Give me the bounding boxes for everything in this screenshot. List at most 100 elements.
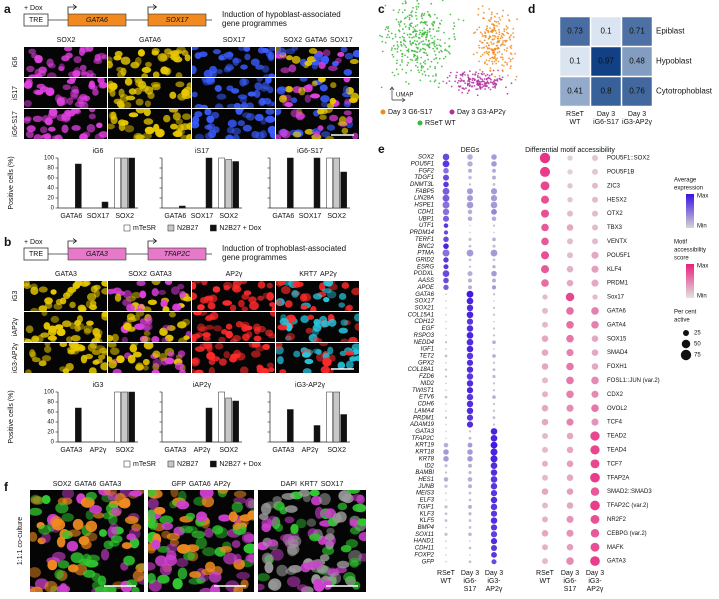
- dot: [467, 216, 473, 222]
- cell-value: 0.71: [629, 27, 645, 36]
- umap-point: [411, 36, 414, 39]
- panel-letter: e: [378, 142, 385, 156]
- dot: [466, 414, 474, 421]
- nucleus: [280, 285, 291, 295]
- umap-point: [423, 27, 426, 30]
- umap-point: [424, 60, 426, 62]
- umap-point: [481, 35, 484, 37]
- row-label: CDH12: [414, 319, 434, 325]
- umap-point: [395, 68, 398, 71]
- row-label: GATA6: [415, 292, 434, 298]
- umap-point: [465, 87, 467, 89]
- umap-point: [408, 18, 411, 21]
- nucleus: [218, 358, 227, 366]
- umap-point: [462, 19, 465, 22]
- dot: [590, 529, 600, 538]
- umap-point: [429, 65, 432, 68]
- nucleus: [265, 115, 275, 123]
- nucleus: [291, 289, 299, 298]
- umap-point: [421, 29, 424, 32]
- nucleus: [322, 546, 335, 556]
- nucleus: [62, 497, 73, 505]
- y-tick-label: 60: [47, 176, 54, 182]
- dot: [567, 238, 573, 245]
- nucleus: [304, 60, 313, 67]
- row-label: GATA4: [607, 322, 626, 328]
- dot: [566, 557, 574, 565]
- nucleus: [204, 527, 214, 538]
- umap-point: [488, 74, 491, 77]
- dot: [444, 505, 448, 509]
- dot: [566, 307, 574, 315]
- umap-point: [494, 57, 496, 60]
- nucleus: [300, 304, 308, 310]
- nucleus: [103, 490, 118, 496]
- umap-point: [421, 73, 424, 75]
- nucleus: [38, 360, 47, 367]
- nucleus: [175, 118, 183, 125]
- umap-point: [415, 14, 417, 17]
- umap-point: [437, 30, 440, 32]
- dot: [566, 376, 574, 385]
- nucleus: [195, 332, 203, 338]
- dot: [490, 490, 498, 497]
- nucleus: [276, 298, 283, 307]
- nucleus: [86, 123, 96, 133]
- umap-point: [438, 57, 441, 60]
- umap-point: [421, 35, 423, 38]
- caption: Induction of hypoblast-associated: [222, 10, 341, 19]
- column-label: Day 3: [485, 570, 503, 577]
- bar: [232, 161, 239, 209]
- dot: [492, 265, 496, 269]
- umap-point: [496, 25, 498, 27]
- nucleus: [110, 535, 123, 544]
- umap-point: [431, 41, 433, 44]
- umap-point: [510, 82, 513, 85]
- nucleus: [343, 110, 352, 116]
- umap-point: [492, 86, 494, 89]
- nucleus: [183, 335, 190, 341]
- dot: [490, 428, 498, 435]
- nucleus: [354, 322, 359, 331]
- umap-point: [422, 43, 424, 46]
- bar: [75, 407, 82, 443]
- nucleus: [47, 559, 58, 571]
- umap-point: [437, 86, 440, 89]
- nucleus: [279, 317, 289, 326]
- cell-value: 0.41: [567, 87, 583, 96]
- channel-label: GATA3: [99, 481, 121, 488]
- nucleus: [337, 121, 348, 127]
- nucleus: [259, 368, 269, 373]
- row-label: KRT19: [415, 443, 434, 449]
- umap-point: [433, 58, 436, 61]
- umap-point: [468, 85, 471, 88]
- nucleus: [40, 332, 50, 338]
- umap-point: [463, 79, 465, 82]
- bar: [232, 400, 239, 443]
- row-label: SOX17: [415, 299, 435, 305]
- dot: [468, 430, 472, 433]
- x-tick-label: SOX2: [115, 447, 134, 454]
- dot: [468, 244, 472, 248]
- nucleus: [186, 133, 191, 139]
- umap-point: [439, 39, 442, 41]
- dot: [567, 210, 573, 217]
- nucleus: [246, 113, 255, 121]
- nucleus: [216, 93, 227, 100]
- nucleus: [41, 115, 51, 123]
- nucleus: [57, 560, 70, 569]
- micrograph: [258, 490, 366, 592]
- nucleus: [295, 112, 306, 120]
- umap-point: [496, 47, 499, 50]
- nucleus: [103, 540, 114, 550]
- umap-point: [506, 92, 509, 95]
- umap-point: [404, 16, 407, 19]
- umap-point: [512, 28, 515, 30]
- dot: [490, 531, 498, 538]
- nucleus: [267, 54, 275, 62]
- nucleus: [159, 53, 169, 62]
- nucleus: [170, 286, 180, 295]
- umap-point: [492, 69, 495, 72]
- row-label: UTF1: [419, 223, 434, 229]
- umap-point: [436, 38, 439, 41]
